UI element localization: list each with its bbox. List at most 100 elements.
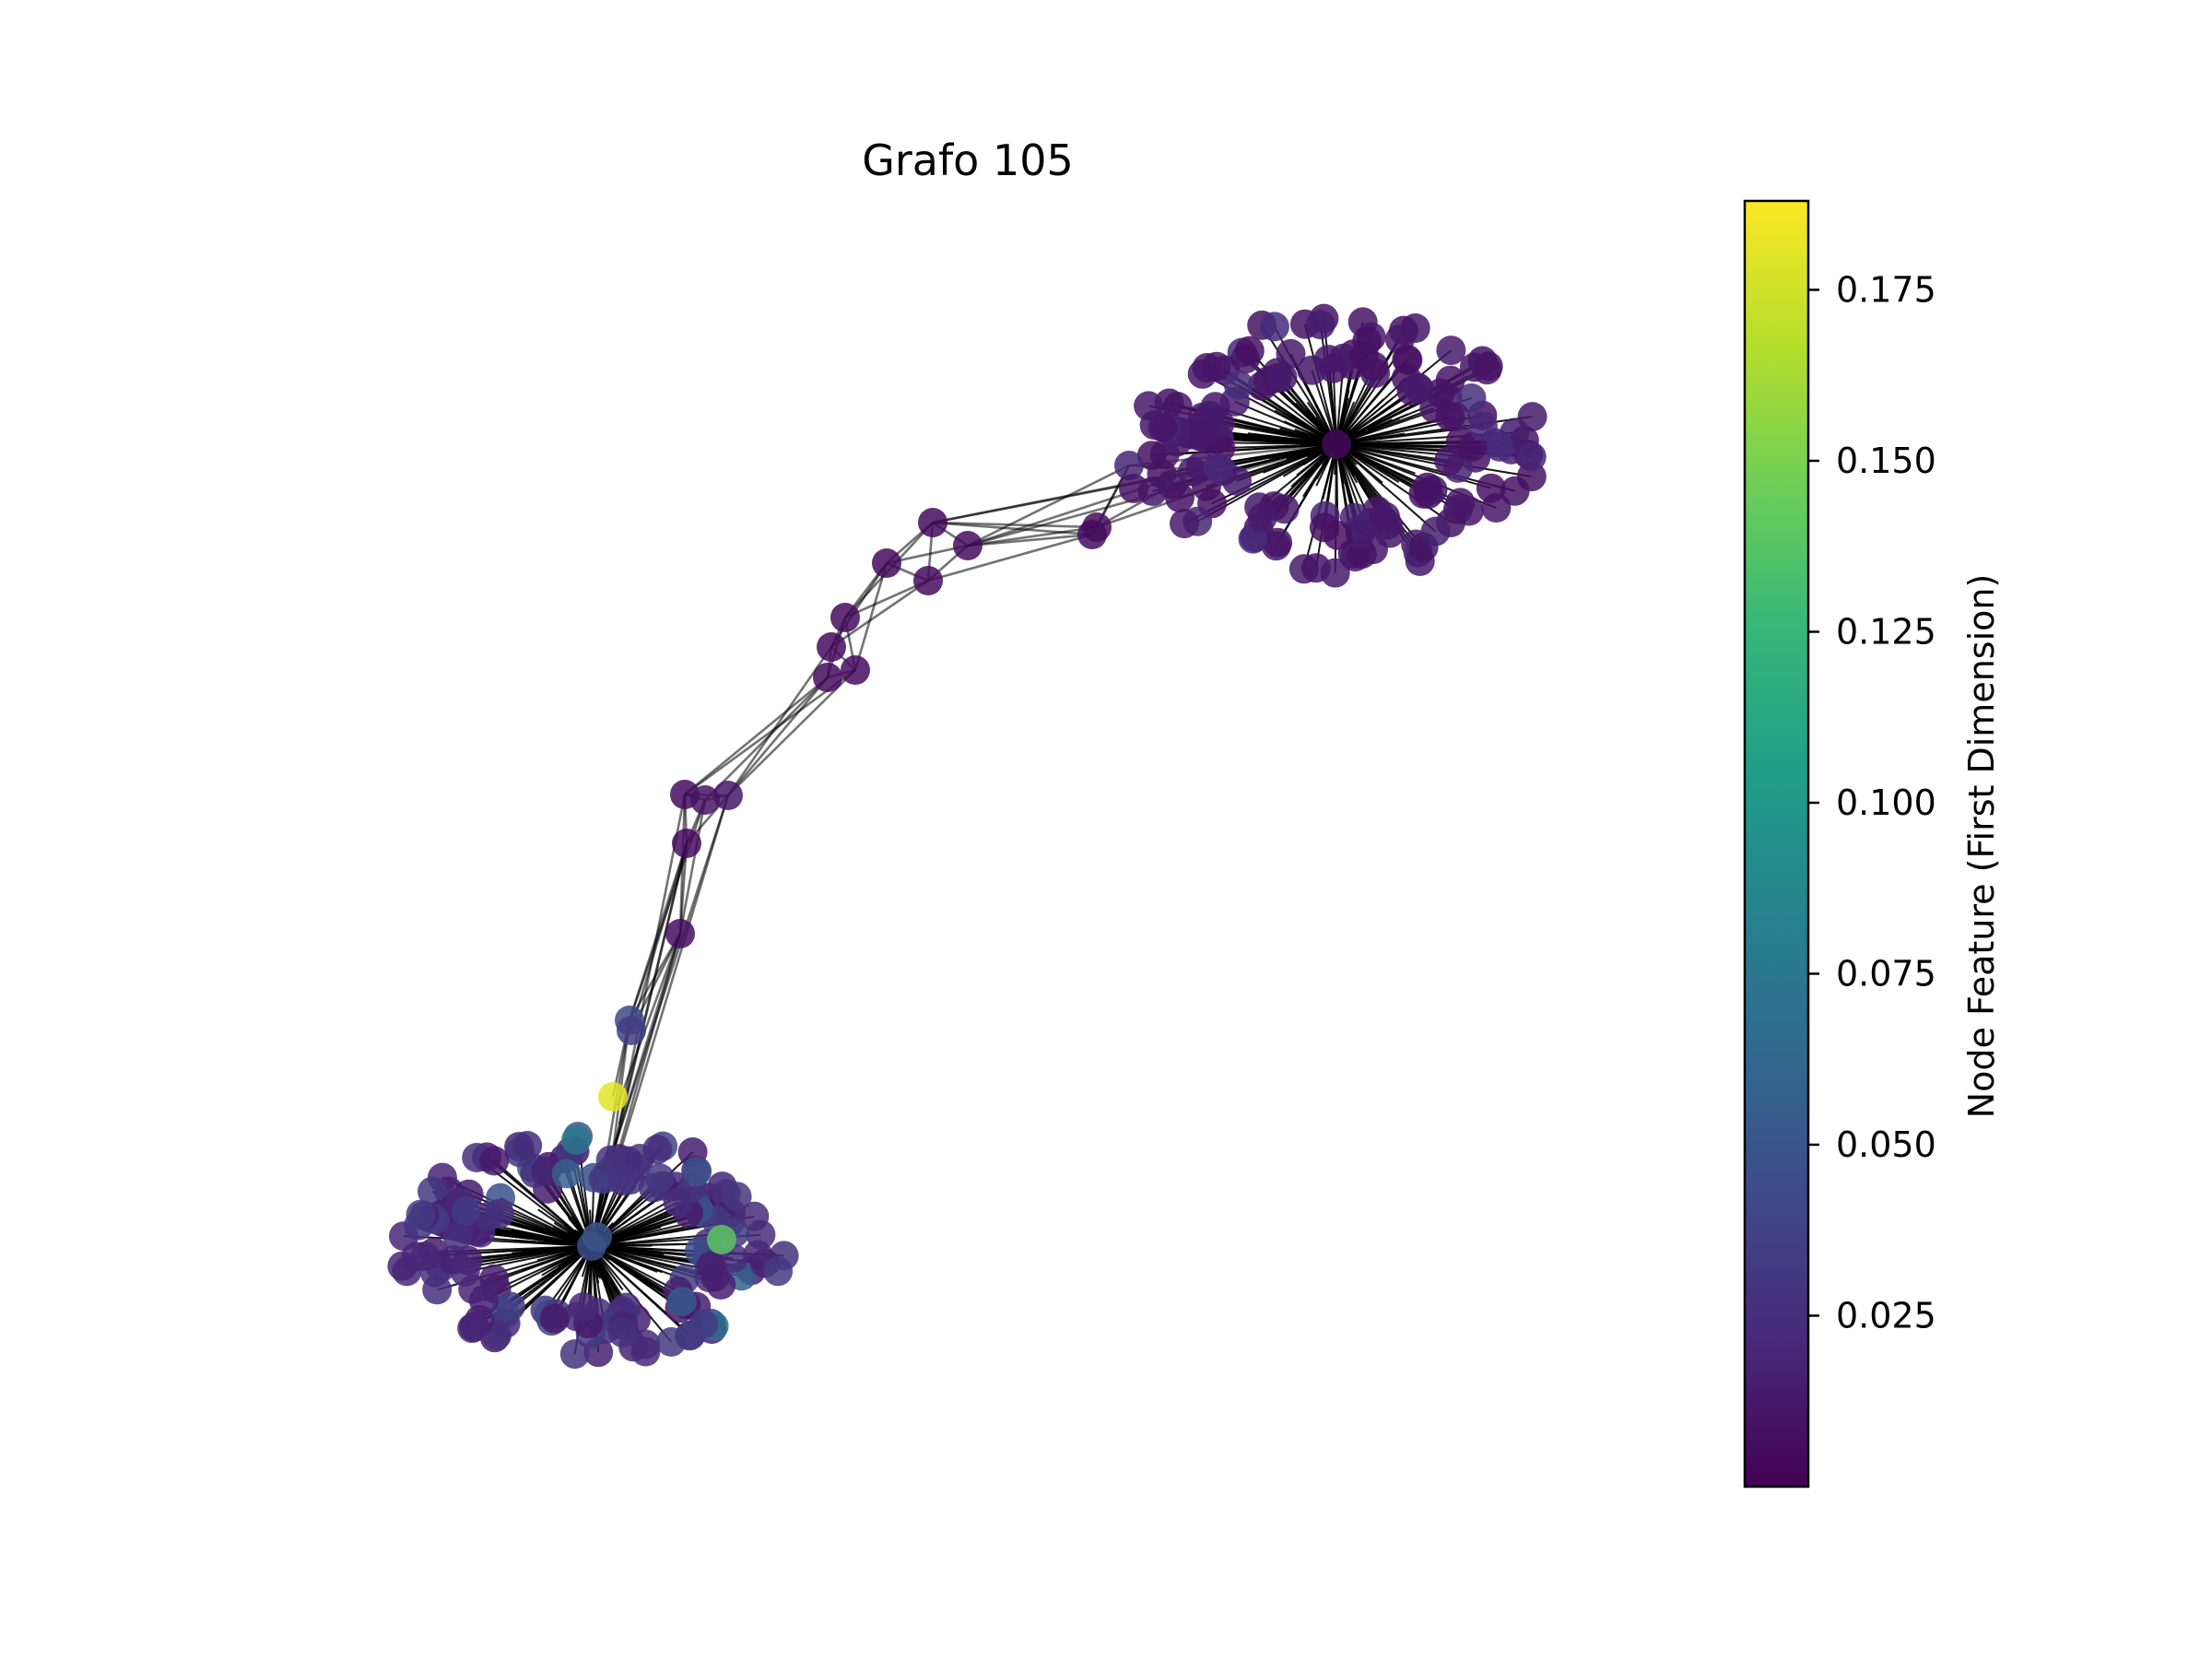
graph-edge [1335, 443, 1425, 548]
graph-edge [727, 677, 829, 796]
cluster-node [1223, 370, 1253, 400]
graph-edge [932, 521, 1098, 529]
bridge-node [672, 829, 701, 858]
cluster-node [1516, 441, 1547, 472]
graph-edge [1261, 384, 1337, 445]
cluster-node [682, 1156, 712, 1186]
cluster-node [410, 1241, 441, 1271]
cluster-node [1375, 518, 1405, 548]
colorbar-label: Node Feature (First Dimension) [1961, 574, 2002, 1119]
cluster-node [615, 1165, 645, 1195]
bridge-yellow-node [598, 1082, 628, 1112]
graph-edge [493, 1245, 593, 1280]
colorbar-ticks: 0.025 0.050 0.075 0.100 0.125 0.150 0.175 [1808, 269, 1936, 1335]
colorbar-tick-label: 0.025 [1836, 1295, 1936, 1335]
bridge-node [841, 655, 870, 685]
graph-edge [1335, 377, 1407, 445]
graph-edge [591, 1245, 700, 1253]
bridge-node [1119, 474, 1148, 503]
graph-edge [500, 1196, 593, 1247]
cluster-node [484, 1198, 514, 1229]
graph-edge [830, 579, 929, 649]
graph-edge [493, 1159, 593, 1247]
chart-title: Grafo 105 [862, 135, 1074, 185]
cluster-node [457, 1313, 488, 1344]
colorbar-tick-label: 0.050 [1836, 1124, 1936, 1165]
colorbar-tick-label: 0.150 [1836, 441, 1936, 481]
cluster-node [568, 1292, 598, 1323]
cluster-node [1320, 558, 1350, 588]
graph-edge [1335, 443, 1424, 495]
bridge-node [830, 603, 860, 632]
cluster-node [739, 1201, 770, 1231]
cluster-node [607, 1318, 638, 1347]
edge-group [402, 318, 1533, 1355]
cluster-node [451, 1196, 481, 1227]
cluster-node [1345, 519, 1375, 549]
cluster-node [595, 1145, 626, 1175]
cluster-node [1472, 355, 1502, 385]
graph-edge [1234, 400, 1337, 445]
graph-edge [967, 533, 1093, 547]
cluster-node [387, 1251, 418, 1281]
bridge-node [713, 781, 743, 810]
cluster-node [1445, 488, 1476, 518]
cluster-node [442, 1221, 473, 1252]
graph-edge [499, 1212, 593, 1247]
cluster-node [763, 1256, 794, 1287]
graph-edge [727, 669, 856, 796]
cluster-node [1247, 502, 1277, 533]
cluster-node [1403, 372, 1432, 403]
bridge-node [817, 632, 846, 662]
cluster-node [406, 1199, 436, 1230]
cluster-node [1139, 410, 1170, 441]
cluster-node [696, 1251, 726, 1281]
cluster-node [1297, 355, 1327, 385]
green-node [707, 1225, 736, 1254]
bridge-node [918, 508, 947, 537]
cluster-node [1276, 338, 1306, 369]
cluster-node [722, 1182, 752, 1212]
cluster-node [688, 1309, 718, 1339]
cluster-node [1136, 441, 1167, 471]
graph-edge [704, 677, 829, 801]
graph-edge [678, 842, 688, 935]
cluster-node [644, 1163, 675, 1194]
cluster-node [1267, 362, 1298, 393]
cluster-node [559, 1339, 590, 1370]
bridge-node [690, 785, 720, 815]
graph-edge [591, 1245, 679, 1293]
cluster-node [1305, 310, 1335, 340]
cluster-node [1359, 351, 1389, 382]
cluster-node [1234, 335, 1265, 366]
graph-edge [1277, 443, 1337, 544]
colorbar-tick-label: 0.175 [1836, 269, 1936, 310]
bridge-node [953, 531, 982, 560]
graph-edge [684, 676, 829, 796]
cluster-node [1435, 402, 1465, 432]
cluster-node [1436, 335, 1466, 366]
cluster-node [512, 1131, 543, 1160]
bridge-node [813, 663, 842, 692]
cluster-node [1189, 418, 1219, 448]
bridge-node [1165, 483, 1194, 512]
cluster-node [539, 1303, 570, 1334]
graph-edge [844, 579, 929, 619]
cluster-node [479, 1146, 510, 1176]
cluster-node [642, 1135, 673, 1165]
graph-edge [1261, 324, 1337, 445]
cluster-node [1434, 445, 1465, 476]
cluster-node [663, 1187, 693, 1218]
node-group [387, 303, 1547, 1370]
cluster-node [1408, 478, 1439, 509]
cluster-node [1187, 359, 1218, 389]
cluster-node [1170, 509, 1199, 539]
bridge-node [665, 919, 695, 948]
hub-node [1322, 429, 1351, 459]
graph-edge [1335, 443, 1452, 524]
cluster-node [1425, 378, 1455, 408]
graph-edge [1335, 443, 1437, 533]
cluster-node [1476, 473, 1506, 503]
cluster-node [666, 1287, 697, 1317]
